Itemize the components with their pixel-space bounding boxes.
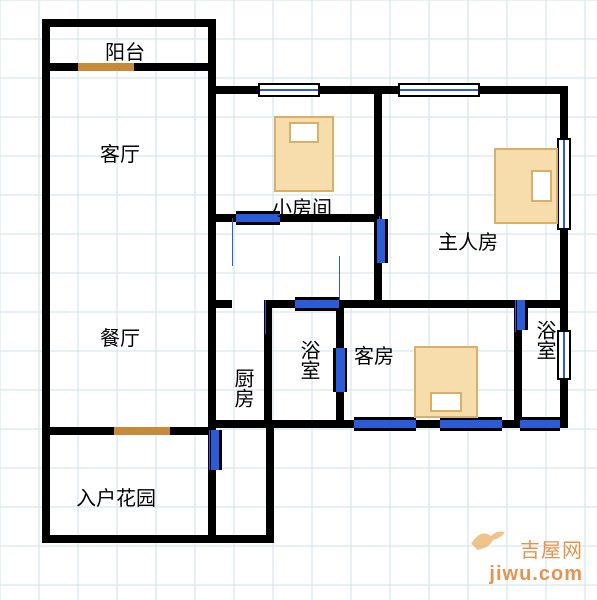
wall [374,86,382,222]
opening [114,427,170,435]
room-label-living_room: 客厅 [100,138,140,167]
wall [42,535,274,543]
door-opening [208,430,222,470]
room-label-kitchen: 厨房 [228,368,257,408]
wall [336,300,568,308]
room-label-master_room: 主人房 [438,226,498,255]
room-label-guest_room: 客房 [354,340,394,369]
wall [42,63,50,435]
window [557,138,571,230]
door-opening [520,417,560,431]
wall [42,427,50,543]
door-swing [232,218,280,266]
door-swing [476,300,516,332]
wall [42,19,216,27]
watermark: 吉屋网 jiwu.com [489,534,583,586]
room-label-entry_garden: 入户花园 [76,482,156,511]
door-opening [514,300,528,330]
door-opening [354,417,416,431]
door-swing [170,430,210,470]
wall [266,420,274,543]
door-swing [336,216,380,260]
pillow-icon [430,392,462,412]
watermark-en: jiwu.com [489,563,583,586]
room-label-balcony: 阳台 [105,36,145,65]
room-label-bath1: 浴室 [294,340,323,380]
window [398,83,480,97]
window [557,330,571,380]
door-opening [440,417,502,431]
watermark-zh: 吉屋网 [489,534,583,563]
room-label-dining_room: 餐厅 [100,322,140,351]
room-label-small_room: 小房间 [272,192,332,221]
pillow-icon [289,122,319,143]
door-swing [296,256,340,300]
wall [208,300,232,308]
room-label-bath2: 浴室 [530,320,559,360]
window [258,83,320,97]
door-swing [232,300,266,334]
pillow-icon [531,170,552,202]
